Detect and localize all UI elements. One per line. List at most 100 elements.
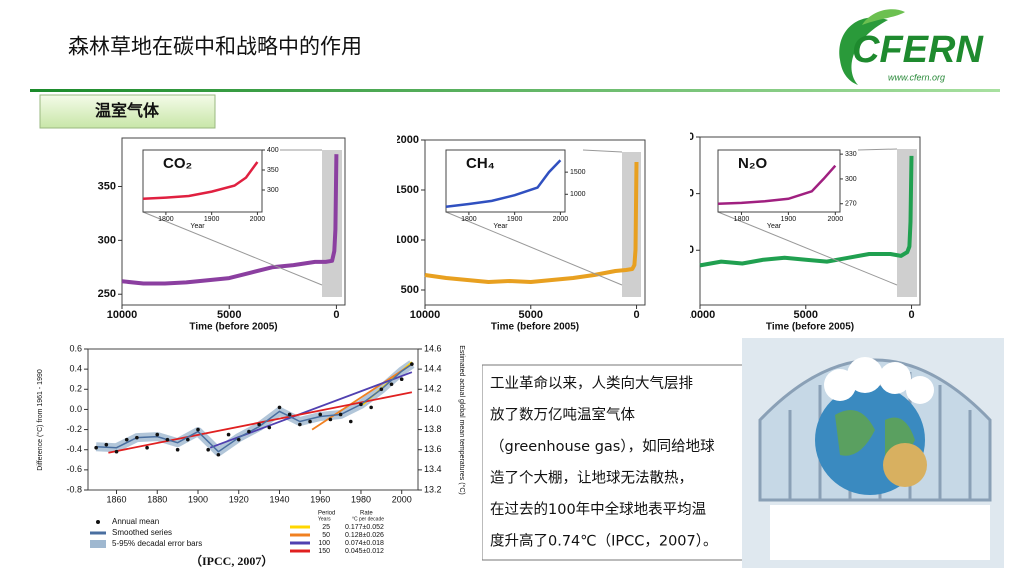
x-axis-label: Time (before 2005) — [189, 322, 277, 333]
x-tick-label: 0 — [333, 309, 339, 321]
y-tick-label: 500 — [401, 284, 419, 296]
x-tick-label: 1980 — [351, 494, 371, 504]
y-tick-label: 0.2 — [69, 384, 82, 394]
y2-tick-label: 14.4 — [424, 364, 442, 374]
annual-point — [308, 419, 312, 424]
inset-line — [717, 164, 837, 205]
gas-label: CH₄ — [466, 155, 495, 172]
gas-label: CO₂ — [163, 155, 192, 172]
y2-tick-label: 13.8 — [424, 424, 442, 434]
y2-tick-label: 14.2 — [424, 384, 442, 394]
legend-period: 50 — [322, 532, 330, 539]
annual-point — [206, 447, 210, 452]
y2-tick-label: 14.6 — [424, 343, 442, 353]
body-text: 放了数万亿吨温室气体 — [490, 407, 635, 424]
inset-area — [717, 149, 841, 213]
y-tick-label: -0.8 — [66, 484, 82, 494]
inset-x-tick-label: 1800 — [734, 216, 750, 223]
legend-period: 25 — [322, 524, 330, 531]
inset-y-tick-label: 300 — [845, 176, 857, 183]
inset-y-tick-label: 330 — [845, 151, 857, 158]
ice-core-chart: 270 300 330 10000 5000 0 Time (before 2005) 270… — [676, 128, 940, 335]
legend-rate: 0.128±0.026 — [345, 532, 384, 539]
annual-point — [165, 437, 170, 442]
y2-tick-label: 13.4 — [424, 464, 442, 474]
inset-x-tick-label: 2000 — [553, 216, 569, 223]
x-tick-label: 1960 — [310, 494, 330, 504]
annual-point — [328, 417, 333, 422]
y-tick-label: 300 — [98, 234, 116, 246]
gas-label: N₂O — [738, 155, 767, 172]
legend-header: Rate — [360, 511, 373, 517]
x-tick-label: 10000 — [685, 309, 716, 321]
annual-point — [145, 445, 149, 450]
legend-label: Annual mean — [112, 517, 159, 526]
y-tick-label: 2000 — [395, 134, 419, 146]
inset-line — [142, 161, 259, 201]
section-box — [39, 94, 216, 129]
annual-point — [155, 432, 160, 437]
annual-point — [399, 377, 404, 382]
y-tick-label: 0.0 — [69, 404, 82, 414]
legend-period: 150 — [318, 548, 330, 555]
annual-point — [287, 412, 292, 417]
logo-leaf — [839, 17, 888, 85]
caption-panel — [770, 505, 990, 560]
inset-x-tick-label: 1900 — [507, 216, 523, 223]
annual-point — [277, 405, 282, 410]
y-tick-label: 250 — [98, 288, 116, 300]
x-tick-label: 1940 — [269, 494, 289, 504]
x-tick-label: 1920 — [229, 494, 249, 504]
legend-swatch — [90, 540, 106, 548]
text-box — [481, 364, 749, 561]
y-tick-label: 0.6 — [69, 343, 82, 353]
data-line — [424, 161, 639, 284]
inset-x-tick-label: 2000 — [828, 216, 844, 223]
zoom-line — [717, 211, 898, 286]
inset-y-tick-label: 1500 — [570, 169, 586, 176]
annual-point — [124, 437, 129, 442]
zoom-line — [582, 149, 623, 153]
annual-point — [135, 435, 139, 440]
data-line — [699, 155, 914, 268]
inset-y-tick-label: 300 — [267, 187, 279, 194]
legend-marker — [96, 520, 100, 524]
annual-point — [359, 402, 363, 407]
smoothed-line — [96, 363, 413, 453]
annual-point — [379, 387, 384, 392]
y-tick-label: -0.2 — [66, 424, 82, 434]
x-tick-label: 0 — [908, 309, 914, 321]
header-rule — [30, 89, 1000, 92]
annual-point — [236, 437, 241, 442]
zoom-line — [857, 148, 898, 151]
body-text: 造了个大棚，让地球无法散热， — [490, 470, 693, 487]
inset-x-tick-label: 1800 — [158, 216, 174, 223]
x-tick-label: 0 — [633, 309, 639, 321]
recent-band — [322, 150, 342, 297]
inset-x-tick-label: 2000 — [250, 216, 266, 223]
legend-rate: 0.177±0.052 — [345, 524, 384, 531]
annual-point — [410, 362, 414, 366]
annual-point — [226, 432, 231, 437]
y-tick-label: 300 — [676, 188, 694, 200]
x-tick-label: 5000 — [519, 309, 543, 321]
legend-label: Smoothed series — [112, 528, 172, 537]
annual-point — [298, 422, 302, 427]
y-tick-label: 0.4 — [69, 364, 82, 374]
body-text: 在过去的100年中全球地表平均温 — [490, 500, 706, 518]
annual-point — [369, 405, 373, 410]
legend-rate: 0.045±0.012 — [345, 548, 384, 555]
x-tick-label: 1880 — [147, 494, 167, 504]
inset-area — [445, 149, 566, 213]
y-tick-label: 1000 — [395, 234, 419, 246]
y-tick-label: 270 — [676, 244, 694, 256]
y2-tick-label: 13.2 — [424, 484, 442, 494]
x-axis-label: Time (before 2005) — [766, 322, 854, 333]
inset-x-label: Year — [190, 223, 205, 230]
annual-point — [267, 425, 272, 430]
y-tick-label: -0.6 — [66, 464, 82, 474]
annual-point — [318, 412, 323, 417]
logo-name: CFERN — [852, 29, 984, 71]
x-tick-label: 5000 — [217, 309, 241, 321]
